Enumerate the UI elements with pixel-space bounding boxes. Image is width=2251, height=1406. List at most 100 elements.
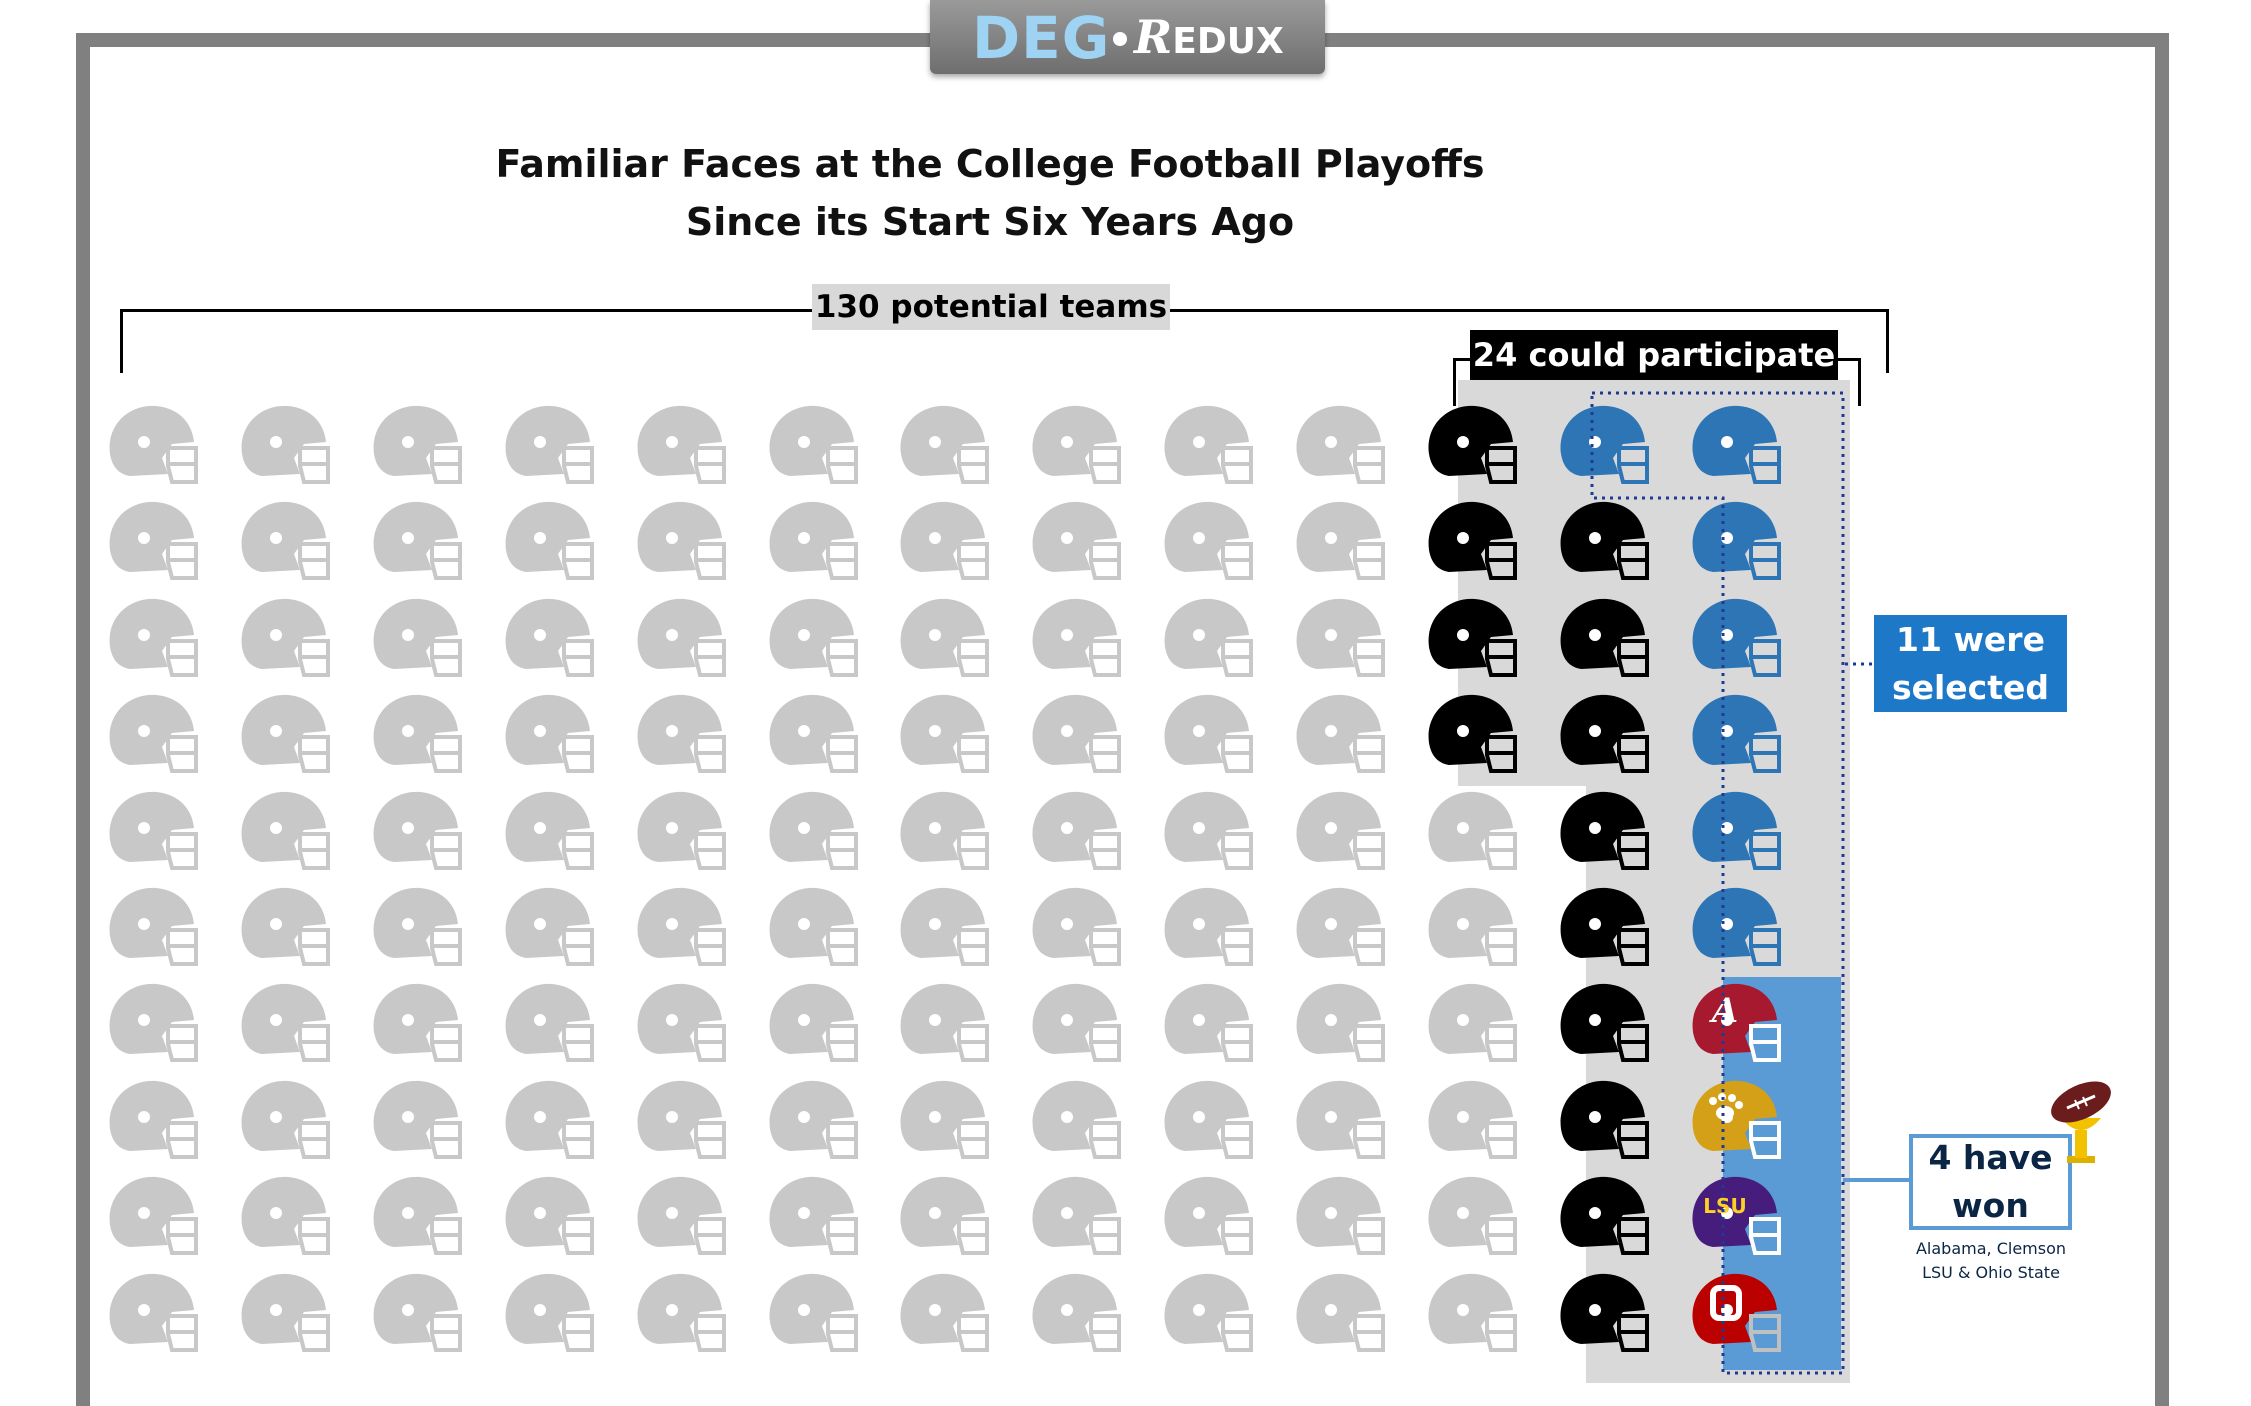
helmet-icon-gray bbox=[762, 788, 862, 874]
helmet-icon-ohio-state bbox=[1685, 1270, 1785, 1356]
potential-bracket-bar-right bbox=[1170, 309, 1889, 312]
helmet-icon-gray bbox=[234, 595, 334, 681]
helmet-icon-gray bbox=[762, 980, 862, 1066]
helmet-icon-gray bbox=[1289, 691, 1389, 777]
helmet-icon-gray bbox=[1421, 884, 1521, 970]
svg-text:A: A bbox=[1709, 991, 1738, 1031]
helmet-icon-gray bbox=[102, 402, 202, 488]
helmet-icon-black bbox=[1421, 595, 1521, 681]
helmet-icon-blue bbox=[1685, 788, 1785, 874]
helmet-icon-gray bbox=[1157, 498, 1257, 584]
helmet-icon-gray bbox=[762, 884, 862, 970]
helmet-icon-gray bbox=[893, 595, 993, 681]
participate-label: 24 could participate bbox=[1470, 330, 1838, 380]
helmet-icon-gray bbox=[630, 980, 730, 1066]
chart-title: Familiar Faces at the College Football P… bbox=[495, 142, 1485, 186]
helmet-icon-gray bbox=[1157, 691, 1257, 777]
selected-callout-line1: 11 were bbox=[1896, 619, 2045, 659]
logo-dot bbox=[1113, 32, 1127, 46]
helmet-icon-gray bbox=[498, 788, 598, 874]
helmet-icon-gray bbox=[1289, 498, 1389, 584]
helmet-icon-gray bbox=[498, 980, 598, 1066]
potential-teams-label: 130 potential teams bbox=[812, 284, 1170, 330]
helmet-icon-gray bbox=[1025, 498, 1125, 584]
helmet-icon-gray bbox=[630, 1173, 730, 1259]
helmet-icon-gray bbox=[366, 402, 466, 488]
selected-callout-line2: selected bbox=[1891, 667, 2050, 707]
helmet-icon-gray bbox=[1289, 1173, 1389, 1259]
helmet-icon-gray bbox=[1157, 1077, 1257, 1163]
helmet-icon-gray bbox=[893, 884, 993, 970]
helmet-icon-gray bbox=[234, 1270, 334, 1356]
helmet-icon-gray bbox=[1289, 788, 1389, 874]
helmet-icon-gray bbox=[366, 788, 466, 874]
helmet-icon-gray bbox=[1289, 402, 1389, 488]
helmet-icon-gray bbox=[1421, 1077, 1521, 1163]
helmet-icon-gray bbox=[1157, 884, 1257, 970]
helmet-icon-gray bbox=[893, 980, 993, 1066]
helmet-icon-gray bbox=[1157, 788, 1257, 874]
helmet-icon-gray bbox=[630, 498, 730, 584]
helmet-icon-gray bbox=[1025, 1173, 1125, 1259]
helmet-icon-gray bbox=[762, 691, 862, 777]
helmet-icon-gray bbox=[366, 980, 466, 1066]
helmet-icon-gray bbox=[630, 884, 730, 970]
helmet-icon-black bbox=[1421, 402, 1521, 488]
helmet-icon-gray bbox=[893, 1077, 993, 1163]
helmet-icon-gray bbox=[1421, 1270, 1521, 1356]
helmet-icon-blue bbox=[1685, 691, 1785, 777]
helmet-icon-gray bbox=[1025, 1270, 1125, 1356]
helmet-icon-gray bbox=[630, 788, 730, 874]
helmet-icon-gray bbox=[1421, 980, 1521, 1066]
helmet-icon-gray bbox=[234, 402, 334, 488]
helmet-icon-gray bbox=[630, 1077, 730, 1163]
helmet-icon-gray bbox=[893, 1173, 993, 1259]
helmet-icon-gray bbox=[630, 402, 730, 488]
helmet-icon-gray bbox=[102, 691, 202, 777]
helmet-icon-black bbox=[1421, 498, 1521, 584]
helmet-icon-gray bbox=[366, 1077, 466, 1163]
helmet-icon-gray bbox=[102, 1077, 202, 1163]
helmet-icon-black bbox=[1553, 691, 1653, 777]
won-callout-line1: 4 have bbox=[1928, 1138, 2053, 1177]
logo-deg-text: DEG bbox=[972, 4, 1111, 72]
helmet-icon-gray bbox=[102, 884, 202, 970]
helmet-icon-gray bbox=[498, 884, 598, 970]
helmet-icon-gray bbox=[498, 691, 598, 777]
helmet-icon-gray bbox=[366, 498, 466, 584]
helmet-icon-gray bbox=[762, 1173, 862, 1259]
helmet-icon-gray bbox=[893, 691, 993, 777]
helmet-icon-blue bbox=[1685, 498, 1785, 584]
helmet-icon-gray bbox=[234, 788, 334, 874]
winners-note: Alabama, Clemson LSU & Ohio State bbox=[1880, 1237, 2102, 1285]
helmet-icon-gray bbox=[102, 1270, 202, 1356]
helmet-icon-gray bbox=[366, 884, 466, 970]
helmet-icon-gray bbox=[366, 595, 466, 681]
helmet-icon-gray bbox=[498, 595, 598, 681]
helmet-icon-black bbox=[1553, 980, 1653, 1066]
potential-bracket-bar-left bbox=[120, 309, 812, 312]
helmet-icon-gray bbox=[234, 498, 334, 584]
helmet-icon-gray bbox=[762, 1077, 862, 1163]
helmet-icon-black bbox=[1553, 498, 1653, 584]
helmet-icon-gray bbox=[1421, 788, 1521, 874]
helmet-icon-gray bbox=[1289, 980, 1389, 1066]
helmet-icon-gray bbox=[1157, 980, 1257, 1066]
selected-callout: 11 were selected bbox=[1874, 615, 2067, 712]
helmet-icon-gray bbox=[1025, 691, 1125, 777]
helmet-icon-gray bbox=[1289, 1270, 1389, 1356]
helmet-icon-gray bbox=[102, 980, 202, 1066]
helmet-icon-blue bbox=[1685, 884, 1785, 970]
helmet-icon-black bbox=[1553, 1077, 1653, 1163]
helmet-icon-gray bbox=[102, 498, 202, 584]
helmet-icon-gray bbox=[1157, 402, 1257, 488]
helmet-icon-gray bbox=[498, 402, 598, 488]
participate-bracket-right bbox=[1858, 358, 1861, 406]
helmet-icon-gray bbox=[102, 1173, 202, 1259]
helmet-icon-gray bbox=[366, 691, 466, 777]
won-callout-line2: won bbox=[1952, 1186, 2029, 1225]
helmet-icon-gray bbox=[762, 402, 862, 488]
helmet-icon-gray bbox=[1157, 595, 1257, 681]
deg-redux-logo: DEG REDUX bbox=[930, 0, 1325, 74]
helmet-icon-gray bbox=[234, 1077, 334, 1163]
